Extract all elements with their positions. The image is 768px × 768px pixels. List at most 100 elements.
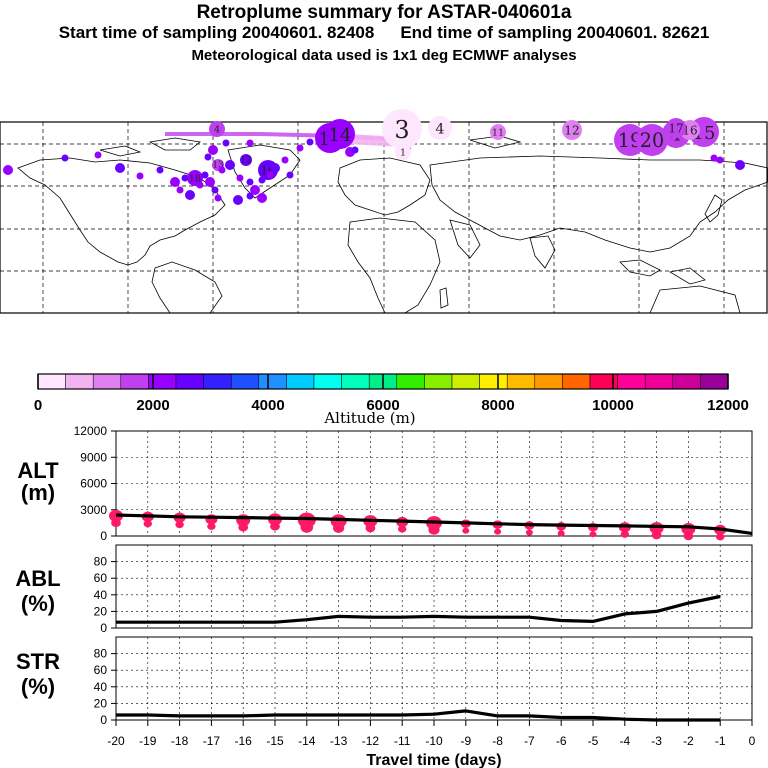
plume-dot: [170, 177, 180, 187]
x-tick-label: -9: [460, 734, 471, 748]
plume-markers: 3411121920415161741314181612131: [3, 109, 745, 205]
alt-marker-spread: [620, 530, 629, 538]
plume-marker-label: 1: [400, 148, 406, 159]
x-tick-label: -4: [619, 734, 630, 748]
alt-marker-spread: [270, 522, 280, 531]
plume-dot: [296, 144, 304, 152]
plume-marker-label: 13: [212, 161, 224, 171]
plume-dot: [205, 177, 215, 187]
x-tick-label: -3: [651, 734, 662, 748]
colorbar-tick: 4000: [251, 397, 284, 414]
plume-dot: [735, 160, 745, 170]
x-tick-label: -17: [203, 734, 221, 748]
plume-marker: [562, 120, 582, 140]
map-panel: 3411121920415161741314181612131: [0, 109, 768, 314]
x-tick-label: -6: [556, 734, 567, 748]
colorbar-swatch: [644, 373, 674, 390]
alt-marker-spread: [589, 531, 597, 538]
colorbar-swatch: [672, 373, 701, 390]
start-time-label: Start time of sampling 20040601. 82408: [58, 23, 375, 42]
colorbar-tick: 10000: [592, 397, 634, 414]
alt-marker-spread: [557, 530, 565, 537]
x-tick-label: -14: [298, 734, 316, 748]
plume-dot: [258, 176, 266, 184]
plume-dot: [351, 146, 359, 154]
plume-marker: [614, 124, 646, 156]
y-tick-label: 60: [94, 571, 108, 585]
colorbar-tick: 0: [34, 397, 42, 414]
colorbar-swatch: [700, 373, 729, 390]
plume-dot: [246, 178, 254, 186]
plume-marker: [666, 118, 686, 138]
plume-dot: [710, 154, 718, 162]
plume-dot: [181, 174, 189, 182]
x-tick-label: -8: [492, 734, 503, 748]
y-tick-label: 6000: [80, 477, 107, 491]
plume-marker-label: 12: [240, 156, 251, 166]
colorbar-swatch: [424, 373, 453, 390]
x-tick-label: -15: [266, 734, 284, 748]
x-tick-label: -5: [588, 734, 599, 748]
plume-dot: [211, 186, 219, 194]
plume-dot: [208, 145, 218, 155]
plume-dot: [176, 186, 184, 194]
plume-marker-label: 17: [668, 122, 683, 136]
y-tick-label: 3000: [80, 503, 107, 517]
alt-marker-spread: [143, 520, 152, 528]
plume-dot: [306, 138, 314, 146]
plume-marker: [428, 116, 452, 140]
plume-dot: [286, 171, 294, 179]
x-tick-label: -20: [107, 734, 125, 748]
alt-marker-spread: [111, 518, 121, 528]
plume-dot: [281, 156, 289, 164]
colorbar-swatch: [479, 373, 508, 390]
alt-marker-spread: [300, 521, 314, 533]
alt-marker-spread: [651, 530, 662, 540]
panel-ylabel: ABL: [15, 566, 60, 591]
colorbar-swatch: [451, 373, 480, 390]
plume-dot: [115, 163, 125, 173]
alt-marker-spread: [716, 533, 725, 541]
plume-dot: [236, 174, 244, 182]
y-tick-label: 0: [100, 529, 107, 543]
plume-dot: [266, 171, 274, 179]
colorbar-swatch: [534, 373, 563, 390]
alt-marker-spread: [462, 527, 470, 534]
plume-marker: [395, 144, 411, 160]
plume-marker-label: 19: [618, 129, 642, 152]
colorbar-tick: 12000: [707, 397, 749, 414]
colorbar-tick: 2000: [136, 397, 169, 414]
panel-ylabel-unit: (%): [21, 591, 55, 616]
colorbar-label: Altitude (m): [323, 409, 415, 427]
plume-dot: [136, 172, 144, 180]
plume-dot: [233, 195, 243, 205]
panel-ylabel: ALT: [17, 458, 59, 483]
y-tick-label: 0: [100, 621, 107, 635]
colorbar-swatch: [92, 373, 122, 390]
y-tick-label: 40: [94, 588, 108, 602]
y-tick-label: 80: [94, 647, 108, 661]
plume-dot: [156, 166, 164, 174]
alt-marker-spread: [207, 522, 216, 530]
coastlines: [17, 135, 768, 314]
series-line-str: [116, 709, 721, 722]
x-tick-label: -19: [139, 734, 157, 748]
y-tick-label: 20: [94, 696, 108, 710]
plume-dot: [214, 194, 222, 202]
colorbar-swatch: [506, 373, 536, 390]
plume-marker-label: 12: [564, 124, 579, 138]
plume-dot: [250, 185, 260, 195]
alt-marker-spread: [683, 531, 694, 541]
plume-dot: [270, 163, 280, 173]
x-tick-label: -18: [171, 734, 189, 748]
alt-marker-spread: [333, 523, 345, 533]
colorbar-tick: 8000: [481, 397, 514, 414]
y-tick-label: 60: [94, 663, 108, 677]
plume-dot: [3, 165, 13, 175]
alt-marker-spread: [494, 528, 502, 535]
plume-dot: [218, 166, 226, 174]
plume-dot: [716, 156, 724, 164]
alt-marker-spread: [525, 529, 533, 536]
plume-dot: [246, 139, 254, 147]
